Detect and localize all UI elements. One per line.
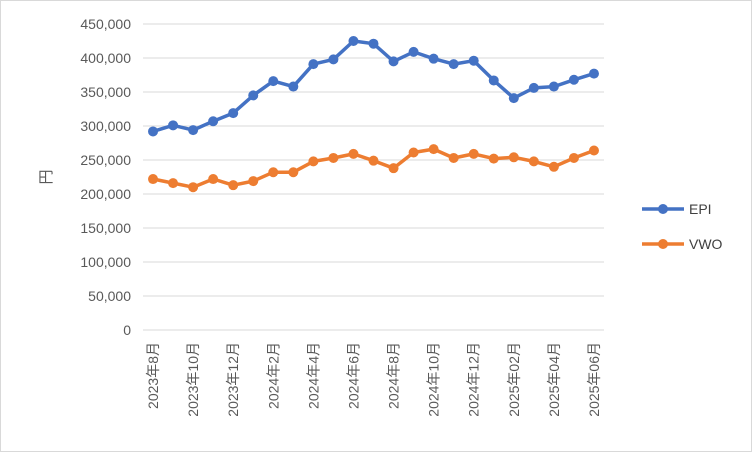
x-tick-label: 2025年04月: [546, 342, 562, 417]
y-axis-tick-labels: 0 50,000 100,000 150,000 200,000 250,000 300,0…: [80, 16, 131, 338]
y-tick-label: 200,000: [80, 186, 131, 202]
y-axis-label: 円: [37, 169, 55, 184]
y-tick-label: 100,000: [80, 254, 131, 270]
data-point: [588, 68, 599, 79]
data-point: [468, 55, 479, 66]
data-point: [228, 180, 239, 191]
data-point: [508, 152, 519, 163]
data-point: [388, 56, 399, 67]
data-point: [488, 75, 499, 86]
data-point: [528, 82, 539, 93]
data-point: [268, 76, 279, 87]
series-line: [152, 39, 595, 134]
data-point: [208, 174, 219, 185]
x-tick-label: 2024年10月: [426, 342, 442, 417]
data-point: [388, 163, 399, 174]
data-point: [288, 81, 299, 92]
series-vwo: [148, 144, 599, 193]
y-tick-label: 400,000: [80, 50, 131, 66]
data-point: [508, 93, 519, 104]
legend: EPI VWO: [642, 201, 723, 252]
data-point: [188, 125, 199, 136]
x-tick-label: 2024年6月: [345, 342, 361, 409]
data-point: [208, 116, 219, 127]
x-tick-label: 2023年12月: [225, 342, 241, 417]
data-point: [408, 147, 419, 158]
y-tick-label: 0: [123, 322, 131, 338]
x-tick-label: 2024年2月: [265, 342, 281, 409]
data-point: [348, 36, 359, 46]
data-point: [428, 144, 439, 155]
data-point: [328, 54, 339, 65]
data-point: [448, 152, 459, 163]
data-point: [548, 81, 559, 92]
x-tick-label: 2025年06月: [586, 342, 602, 417]
data-point: [148, 126, 159, 137]
data-point: [288, 167, 299, 178]
data-point: [428, 53, 439, 64]
data-point: [448, 59, 459, 70]
data-point: [468, 148, 479, 159]
data-point: [168, 120, 179, 131]
data-point: [228, 108, 239, 119]
legend-swatch-marker: [658, 239, 668, 249]
data-point: [368, 38, 379, 49]
x-tick-label: 2025年02月: [506, 342, 522, 417]
x-tick-label: 2024年12月: [466, 342, 482, 417]
series-line: [152, 147, 595, 189]
data-point: [528, 156, 539, 167]
y-tick-label: 350,000: [80, 84, 131, 100]
x-tick-label: 2023年10月: [185, 342, 201, 417]
data-point: [308, 156, 319, 167]
data-point: [588, 145, 599, 156]
data-point: [248, 90, 259, 101]
x-tick-label: 2024年4月: [305, 342, 321, 409]
data-point: [568, 74, 579, 85]
x-tick-label: 2023年8月: [145, 342, 161, 409]
legend-label: VWO: [689, 236, 723, 252]
legend-label: EPI: [689, 201, 712, 217]
data-point: [368, 155, 379, 166]
y-tick-label: 150,000: [80, 220, 131, 236]
series-epi: [148, 36, 599, 137]
data-point: [328, 152, 339, 163]
x-axis-tick-labels: 2023年8月 2023年10月 2023年12月 2024年2月 2024年4月 202…: [145, 342, 602, 417]
legend-swatch-marker: [658, 204, 668, 214]
y-tick-label: 300,000: [80, 118, 131, 134]
data-point: [148, 174, 159, 185]
data-point: [548, 161, 559, 172]
data-point: [408, 46, 419, 57]
y-tick-label: 50,000: [88, 288, 131, 304]
data-point: [168, 178, 179, 189]
data-point: [308, 59, 319, 70]
series-group: [148, 36, 599, 193]
data-point: [268, 167, 279, 178]
y-tick-label: 450,000: [80, 16, 131, 32]
legend-item-epi: EPI: [642, 201, 712, 217]
data-point: [568, 152, 579, 163]
data-point: [248, 176, 259, 187]
data-point: [488, 153, 499, 164]
legend-item-vwo: VWO: [642, 236, 723, 252]
data-point: [188, 182, 199, 193]
y-tick-label: 250,000: [80, 152, 131, 168]
data-point: [348, 148, 359, 159]
x-tick-label: 2024年8月: [386, 342, 402, 409]
